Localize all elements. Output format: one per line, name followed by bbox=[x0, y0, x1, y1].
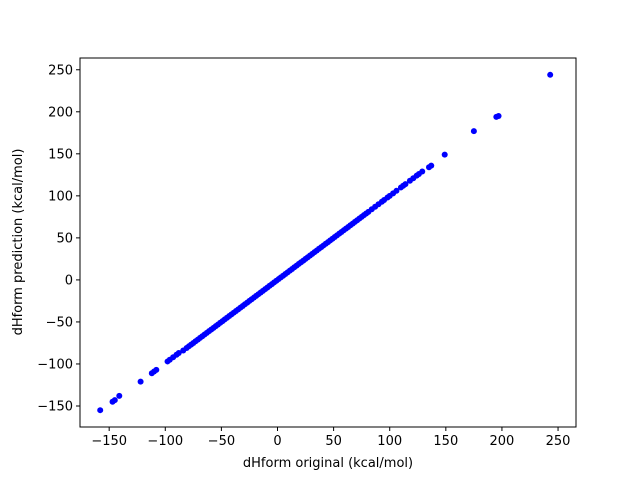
x-tick-label: 150 bbox=[433, 434, 458, 449]
scatter-point bbox=[116, 392, 123, 399]
scatter-point bbox=[111, 397, 118, 404]
scatter-point bbox=[393, 187, 400, 194]
scatter-point bbox=[428, 162, 435, 169]
y-tick-label: 0 bbox=[65, 273, 73, 288]
scatter-point bbox=[402, 181, 409, 188]
data-points bbox=[97, 71, 554, 414]
plot-frame bbox=[79, 57, 577, 428]
x-tick-label: −100 bbox=[147, 434, 183, 449]
y-tick-label: 250 bbox=[48, 63, 73, 78]
x-tick-label: 0 bbox=[273, 434, 281, 449]
y-tick-label: 150 bbox=[48, 147, 73, 162]
scatter-point bbox=[153, 366, 160, 373]
scatter-point bbox=[175, 350, 182, 357]
scatter-point bbox=[441, 151, 448, 158]
y-axis-ticks: −150 −100 −50 0 50 100 150 200 250 bbox=[37, 63, 80, 414]
y-tick-label: −50 bbox=[46, 315, 73, 330]
x-axis-label: dHform original (kcal/mol) bbox=[243, 456, 413, 471]
scatter-point bbox=[97, 407, 104, 414]
scatter-point bbox=[495, 113, 502, 119]
x-tick-label: 200 bbox=[490, 434, 515, 449]
y-tick-label: −150 bbox=[37, 399, 73, 414]
scatter-point bbox=[547, 71, 554, 78]
y-tick-label: 100 bbox=[48, 189, 73, 204]
x-tick-label: 250 bbox=[546, 434, 571, 449]
y-tick-label: −100 bbox=[37, 357, 73, 372]
x-tick-label: 50 bbox=[325, 434, 342, 449]
scatter-point bbox=[470, 128, 477, 135]
x-axis-ticks: −150 −100 −50 0 50 100 150 200 250 bbox=[91, 427, 570, 449]
y-tick-label: 200 bbox=[48, 105, 73, 120]
x-tick-label: −50 bbox=[208, 434, 235, 449]
scatter-point bbox=[137, 378, 144, 385]
y-tick-label: 50 bbox=[56, 231, 73, 246]
x-tick-label: 100 bbox=[377, 434, 402, 449]
scatter-point bbox=[419, 168, 426, 175]
x-tick-label: −150 bbox=[91, 434, 127, 449]
y-axis-label: dHform prediction (kcal/mol) bbox=[11, 149, 26, 336]
